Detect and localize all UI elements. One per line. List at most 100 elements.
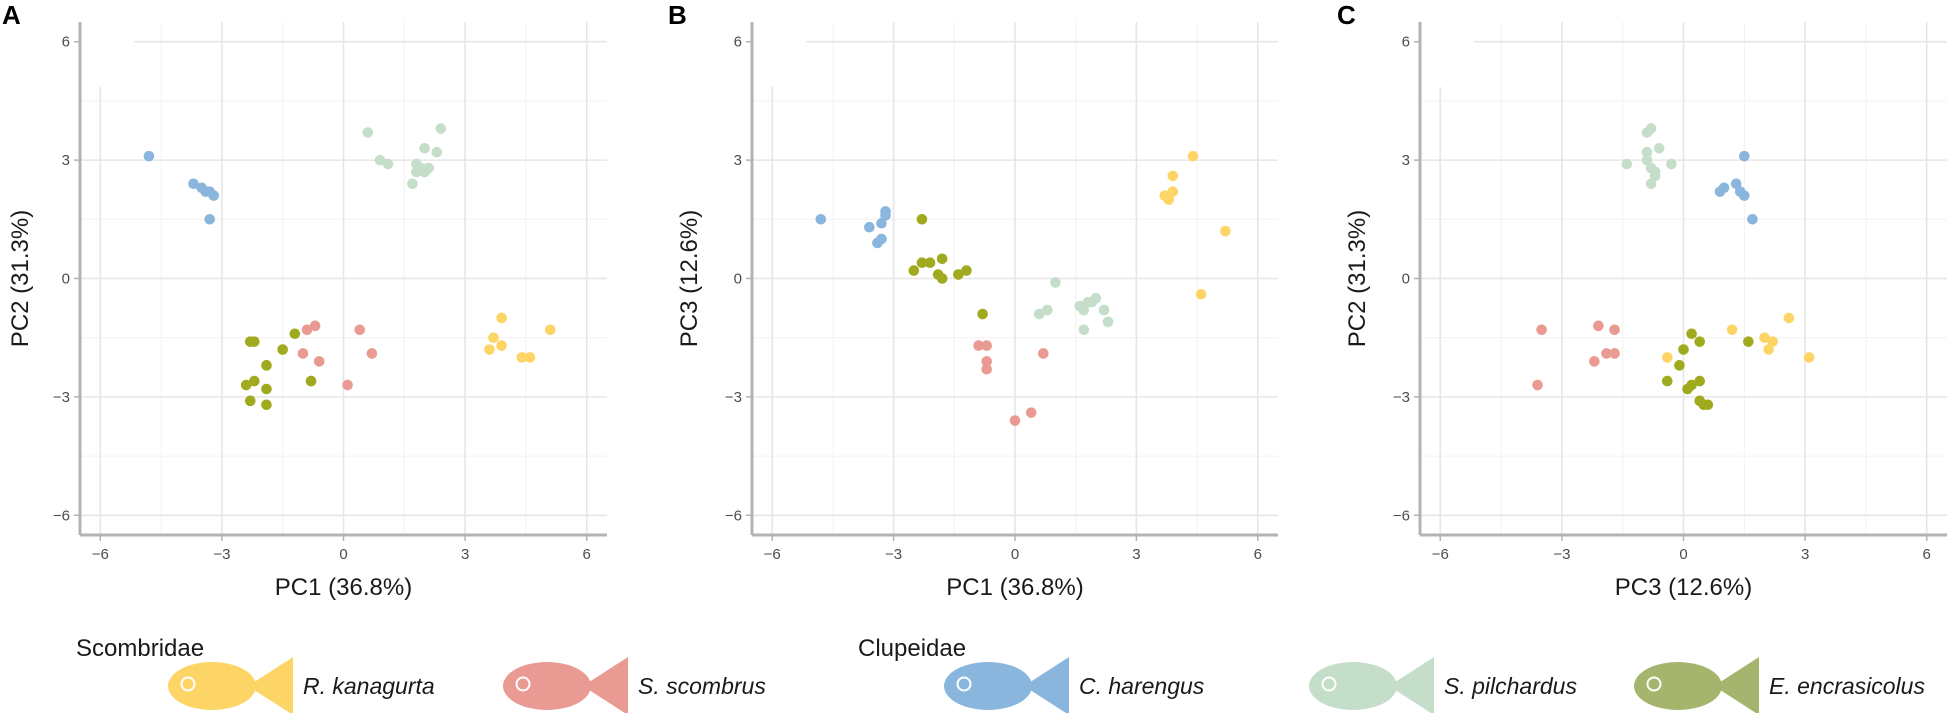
point-e-encrasicolus: [1694, 375, 1706, 387]
panel-b: B −6 −6 −3 −3 0 0 3 3 6 6 PC1 (36.8%) PC3 (12.6%): [668, 0, 1278, 601]
point-c-harengus: [864, 221, 875, 233]
fish-icon: [168, 657, 293, 713]
point-e-encrasicolus: [289, 328, 301, 340]
x-tick-label: 3: [1132, 546, 1140, 563]
point-e-encrasicolus: [977, 308, 988, 320]
point-r-kanagurta: [488, 332, 499, 343]
panel-letter: A: [2, 0, 21, 30]
point-s-scombrus: [981, 356, 992, 367]
legend-label-s-pilchardus: S. pilchardus: [1444, 673, 1577, 699]
point-e-encrasicolus: [1743, 336, 1754, 347]
point-e-encrasicolus: [261, 360, 272, 371]
data-points: [1532, 123, 1815, 411]
point-s-pilchardus: [431, 146, 443, 158]
plot-blank-patch: [82, 22, 134, 87]
point-e-encrasicolus: [1694, 336, 1706, 347]
x-tick-label: −3: [885, 546, 902, 563]
point-s-pilchardus: [1033, 308, 1045, 320]
point-r-kanagurta: [1187, 150, 1199, 162]
y-tick-label: 3: [734, 152, 742, 169]
y-tick-label: −3: [725, 389, 742, 406]
x-axis-title: PC3 (12.6%): [1615, 574, 1752, 601]
point-e-encrasicolus: [277, 344, 288, 355]
point-s-scombrus: [313, 356, 325, 367]
point-s-scombrus: [1038, 348, 1049, 359]
point-c-harengus: [208, 190, 220, 201]
y-tick-label: −6: [725, 507, 742, 524]
point-s-pilchardus: [1078, 324, 1090, 336]
x-axis-title: PC1 (36.8%): [275, 574, 412, 601]
point-e-encrasicolus: [916, 214, 928, 225]
point-s-pilchardus: [1653, 142, 1665, 154]
y-axis-title: PC3 (12.6%): [676, 210, 703, 347]
point-s-pilchardus: [1621, 158, 1633, 170]
point-e-encrasicolus: [936, 273, 948, 284]
point-s-pilchardus: [407, 178, 418, 190]
y-tick-label: −6: [53, 507, 70, 524]
y-axis-title: PC2 (31.3%): [1344, 210, 1371, 347]
point-s-pilchardus: [1649, 170, 1661, 182]
grid: [752, 22, 1278, 535]
point-r-kanagurta: [1767, 336, 1778, 347]
plot-blank-patch: [1422, 22, 1474, 87]
point-r-kanagurta: [1167, 186, 1179, 197]
grid: [1420, 22, 1947, 535]
x-tick-label: 6: [1923, 546, 1931, 563]
point-r-kanagurta: [1726, 324, 1738, 336]
point-e-encrasicolus: [305, 375, 317, 387]
point-e-encrasicolus: [924, 257, 936, 269]
point-r-kanagurta: [544, 324, 556, 336]
legend-item-s-scombrus: S. scombrus: [503, 657, 766, 713]
point-s-pilchardus: [1666, 158, 1677, 170]
y-tick-label: 3: [1402, 152, 1410, 169]
y-tick-label: −6: [1393, 507, 1410, 524]
point-s-pilchardus: [374, 154, 386, 166]
y-tick-label: 6: [1402, 34, 1410, 51]
point-e-encrasicolus: [1686, 328, 1697, 340]
point-s-scombrus: [1025, 407, 1037, 418]
point-s-scombrus: [309, 320, 321, 332]
y-tick-label: 6: [734, 34, 742, 51]
point-s-pilchardus: [382, 158, 394, 170]
y-axis-title: PC2 (31.3%): [7, 210, 34, 347]
legend-item-r-kanagurta: R. kanagurta: [168, 657, 435, 713]
point-s-pilchardus: [1645, 178, 1657, 190]
data-points: [143, 123, 556, 411]
point-s-pilchardus: [1641, 154, 1653, 166]
point-c-harengus: [143, 150, 155, 162]
y-tick-label: −3: [53, 389, 70, 406]
point-s-scombrus: [342, 379, 353, 391]
x-tick-label: 6: [583, 546, 591, 563]
legend-family-clupeidae: Clupeidae: [858, 635, 966, 662]
point-s-scombrus: [1536, 324, 1547, 336]
point-s-pilchardus: [1641, 127, 1653, 138]
point-s-pilchardus: [1086, 296, 1098, 308]
point-s-scombrus: [1609, 324, 1620, 336]
legend-label-e-encrasicolus: E. encrasicolus: [1769, 673, 1925, 699]
point-s-scombrus: [354, 324, 366, 336]
x-tick-label: −6: [764, 546, 781, 563]
point-s-scombrus: [366, 348, 378, 359]
legend-family-scombridae: Scombridae: [76, 635, 204, 662]
point-r-kanagurta: [524, 352, 536, 363]
point-c-harengus: [880, 210, 891, 221]
fish-icon: [1634, 657, 1759, 713]
point-c-harengus: [204, 214, 216, 225]
point-c-harengus: [1747, 214, 1758, 225]
x-tick-label: 0: [1011, 546, 1019, 563]
point-s-scombrus: [1601, 348, 1612, 359]
point-s-pilchardus: [1042, 304, 1053, 316]
legend-item-e-encrasicolus: E. encrasicolus: [1634, 657, 1925, 713]
panel-a: A −6 −6 −3 −3 0 0 3 3 6 6 PC1 (36.8%) PC2 (31.3%): [2, 0, 607, 601]
point-c-harengus: [1739, 150, 1750, 162]
point-e-encrasicolus: [261, 383, 272, 395]
point-r-kanagurta: [1661, 352, 1673, 363]
point-e-encrasicolus: [916, 257, 928, 269]
legend-item-c-harengus: C. harengus: [944, 657, 1205, 713]
legend-item-s-pilchardus: S. pilchardus: [1309, 657, 1577, 713]
point-s-scombrus: [297, 348, 309, 359]
point-r-kanagurta: [516, 352, 528, 363]
x-axis-title: PC1 (36.8%): [946, 574, 1083, 601]
point-e-encrasicolus: [1674, 360, 1685, 371]
